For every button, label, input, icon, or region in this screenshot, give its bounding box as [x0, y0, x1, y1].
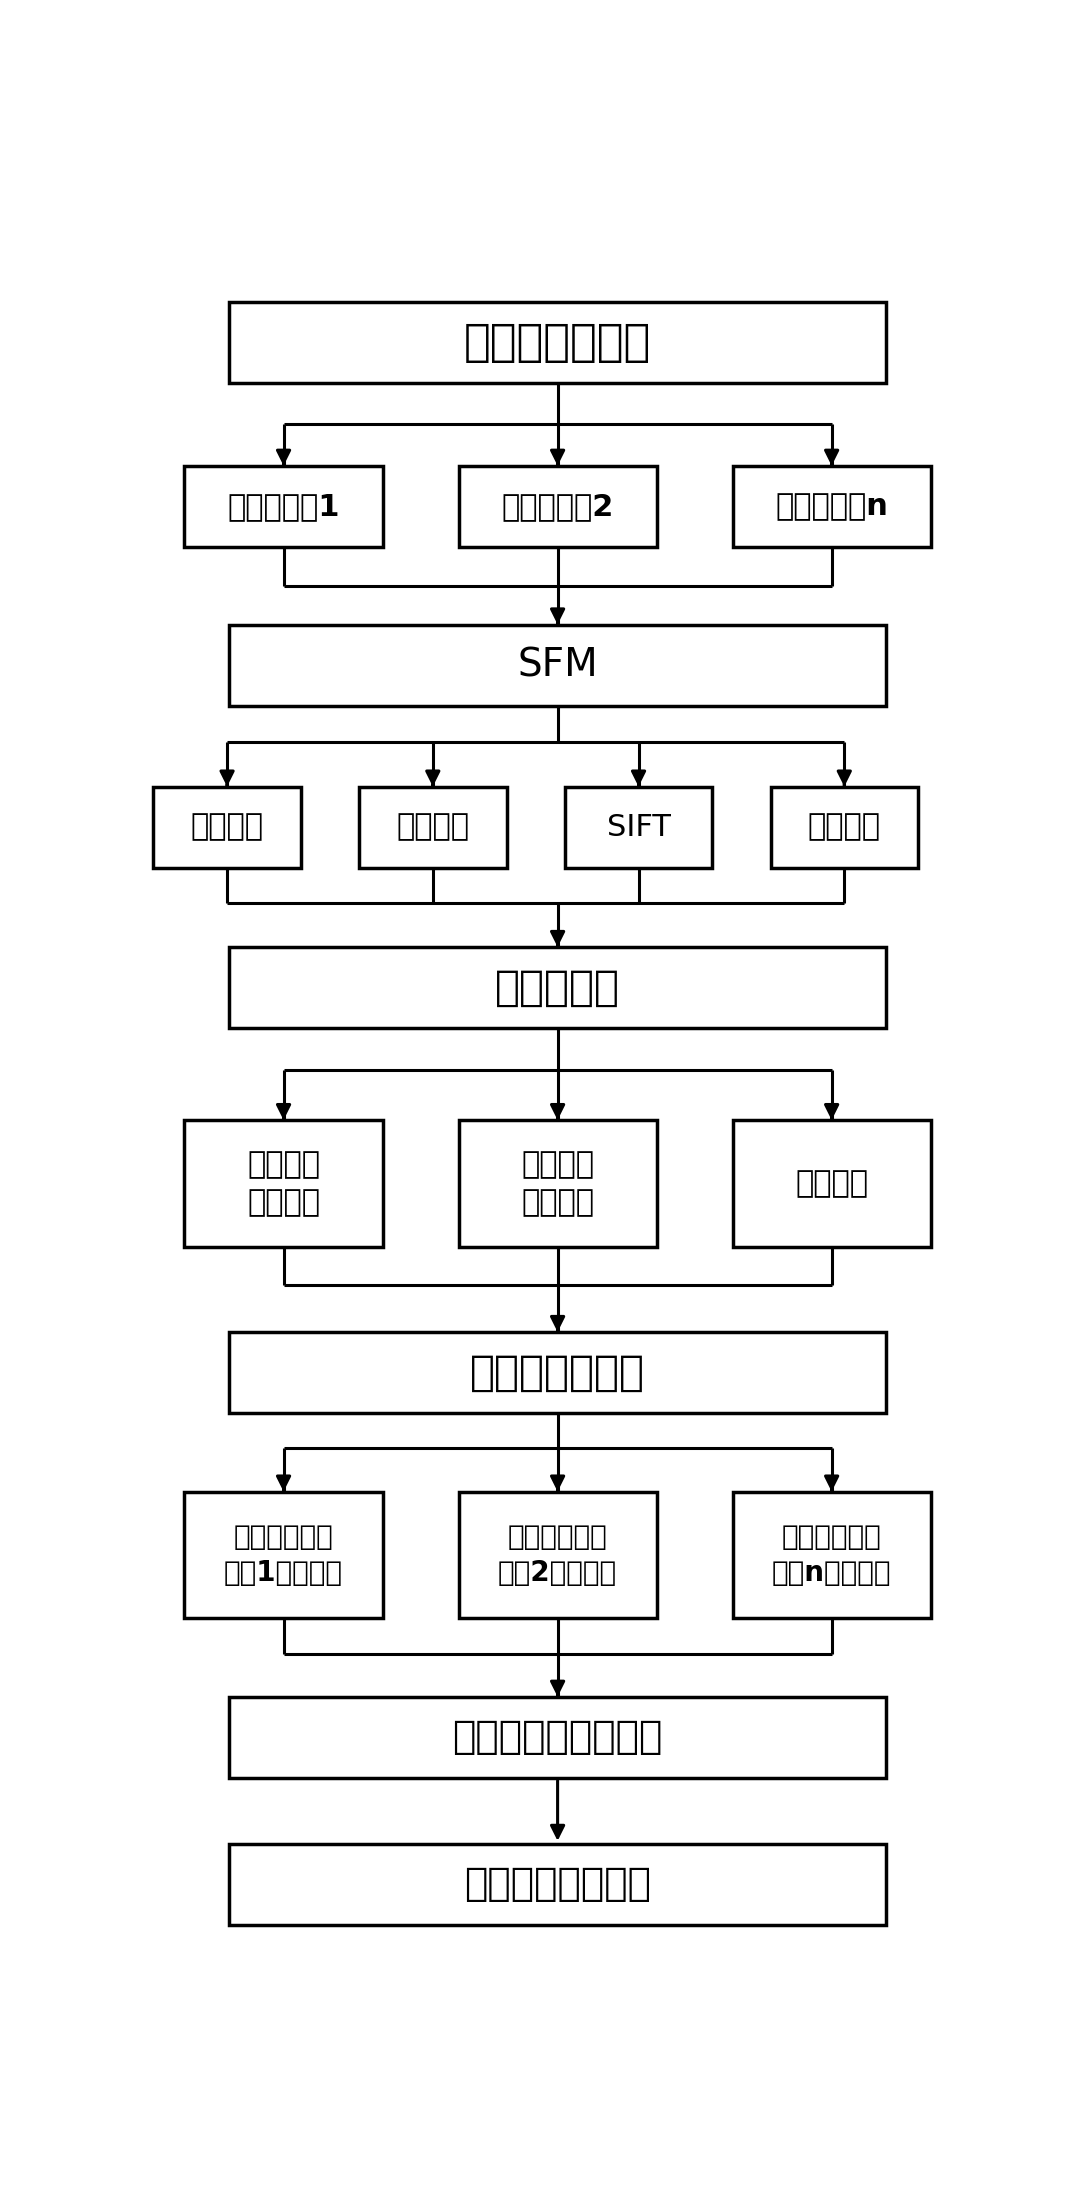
Text: 相机内参: 相机内参 — [396, 814, 469, 842]
Bar — [458, 1491, 657, 1618]
Text: 目标点云: 目标点云 — [795, 1169, 868, 1197]
Text: 水平方向变化检测: 水平方向变化检测 — [465, 1866, 651, 1904]
Text: 初始点云: 初始点云 — [807, 814, 881, 842]
Bar — [228, 303, 887, 384]
Bar — [153, 787, 301, 868]
Bar — [732, 465, 930, 546]
Text: 半全局立体匹配: 半全局立体匹配 — [470, 1351, 645, 1393]
Text: 调整后的
相机内参: 调整后的 相机内参 — [521, 1149, 594, 1217]
Bar — [458, 1121, 657, 1248]
Bar — [228, 1697, 887, 1779]
Text: 三维密集点云
样本1进行训练: 三维密集点云 样本1进行训练 — [224, 1522, 343, 1588]
Text: 非水平方向变化检测: 非水平方向变化检测 — [453, 1719, 663, 1757]
Bar — [228, 625, 887, 706]
Bar — [185, 465, 383, 546]
Text: SFM: SFM — [517, 647, 598, 684]
Bar — [732, 1121, 930, 1248]
Text: 调整后的
图像外参: 调整后的 图像外参 — [247, 1149, 320, 1217]
Bar — [458, 465, 657, 546]
Bar — [770, 787, 918, 868]
Bar — [228, 1844, 887, 1925]
Bar — [185, 1491, 383, 1618]
Bar — [732, 1491, 930, 1618]
Text: 三维密集点云
样本n进行训练: 三维密集点云 样本n进行训练 — [771, 1522, 891, 1588]
Bar — [565, 787, 713, 868]
Text: 图像数据集2: 图像数据集2 — [502, 491, 614, 520]
Bar — [185, 1121, 383, 1248]
Text: 无人机数据获取: 无人机数据获取 — [463, 320, 652, 364]
Text: 图像数据集n: 图像数据集n — [776, 491, 888, 520]
Text: 图像外参: 图像外参 — [190, 814, 263, 842]
Text: 三维密集点云
样本2进行训练: 三维密集点云 样本2进行训练 — [498, 1522, 617, 1588]
Text: 光束平差法: 光束平差法 — [495, 967, 620, 1009]
Bar — [359, 787, 507, 868]
Text: 图像数据集1: 图像数据集1 — [227, 491, 339, 520]
Text: SIFT: SIFT — [607, 814, 670, 842]
Bar — [228, 947, 887, 1029]
Bar — [228, 1331, 887, 1412]
